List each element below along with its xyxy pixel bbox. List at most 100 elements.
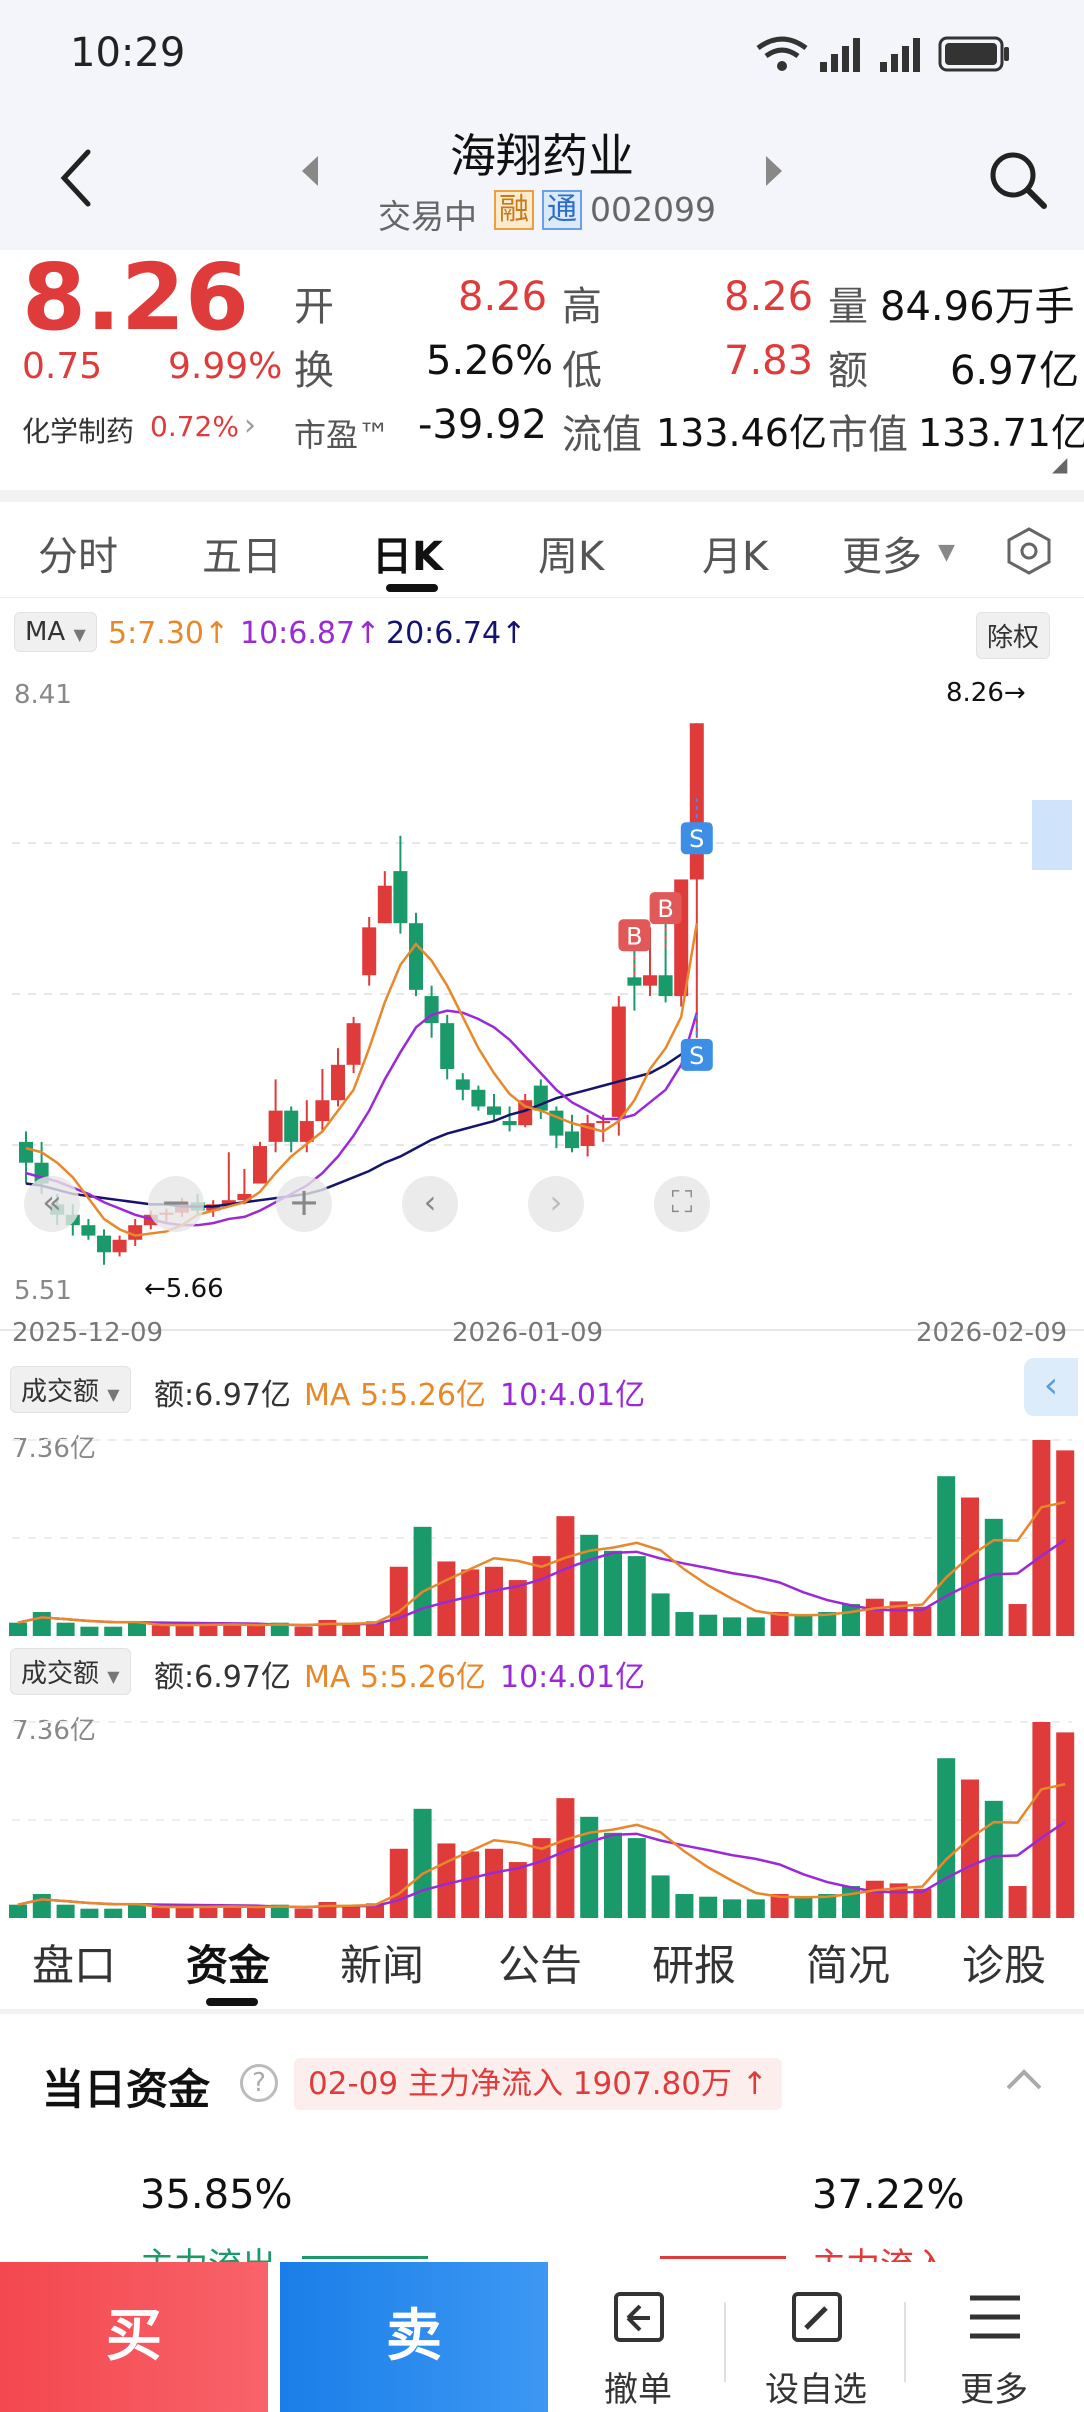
buy-button[interactable]: 买	[0, 2262, 268, 2412]
volume-bar	[937, 1476, 956, 1636]
volume-bar	[699, 1614, 718, 1636]
volume-bar	[913, 1888, 932, 1918]
candle-body	[549, 1110, 564, 1136]
volume-bar	[627, 1556, 646, 1636]
add-watchlist-button[interactable]: 设自选	[726, 2262, 906, 2412]
scroll-right-icon[interactable]: ›	[528, 1176, 584, 1232]
volume-bar	[128, 1622, 146, 1636]
candle-body	[299, 1121, 314, 1142]
volume-bar	[984, 1800, 1003, 1918]
volume-bar	[223, 1625, 242, 1636]
price-change-pct: 9.99%	[168, 346, 283, 387]
volume-bar	[461, 1851, 480, 1918]
signal-badge	[680, 1038, 713, 1071]
quote-panel: 8.26 0.75 9.99% 化学制药 0.72% › 开 8.26 高 8.…	[0, 244, 1084, 490]
volume-bar	[151, 1907, 170, 1918]
chevron-right-icon[interactable]: ›	[244, 408, 256, 443]
volume-bar	[128, 1904, 146, 1918]
prev-stock-icon[interactable]	[298, 154, 322, 192]
menu-icon	[970, 2295, 1020, 2339]
volume-chart-2[interactable]	[0, 1702, 1084, 1922]
rewind-icon[interactable]: «	[24, 1176, 80, 1232]
tab-announcements[interactable]: 公告	[498, 1941, 583, 1990]
search-icon[interactable]	[986, 148, 1050, 216]
candle-body	[331, 1064, 345, 1101]
volume-bar	[413, 1526, 432, 1636]
signal-label: B	[626, 922, 642, 950]
caret-down-icon[interactable]: ▼	[938, 540, 955, 565]
volume-selector-2[interactable]: 成交额 ▼	[10, 1648, 131, 1695]
up-arrow-icon: ↑	[741, 2066, 768, 2102]
volume-bar	[1056, 1450, 1075, 1636]
kline-chart[interactable]: BB S S	[0, 670, 1084, 1350]
more-button[interactable]: 更多	[904, 2262, 1084, 2412]
tab-day-k[interactable]: 日K	[372, 534, 443, 580]
volume-bar	[270, 1622, 289, 1636]
volume-bar	[1008, 1886, 1027, 1918]
tab-month-k[interactable]: 月K	[702, 534, 769, 580]
zoom-in-icon[interactable]: +	[276, 1176, 332, 1232]
candle-body	[440, 1023, 455, 1069]
adjust-selector[interactable]: 除权	[976, 612, 1051, 659]
tab-capital[interactable]: 资金	[186, 1941, 271, 1990]
high-label: 高	[562, 284, 602, 330]
tab-news[interactable]: 新闻	[340, 1941, 425, 1990]
zoom-out-icon[interactable]: −	[148, 1176, 204, 1232]
volume-bar	[389, 1848, 408, 1918]
sector-name[interactable]: 化学制药	[22, 415, 135, 448]
volume-bar	[437, 1843, 456, 1918]
tab-more[interactable]: 更多	[842, 534, 922, 580]
candle-body	[565, 1131, 579, 1149]
volume-bar	[342, 1624, 361, 1636]
sell-button[interactable]: 卖	[280, 2262, 548, 2412]
volume-bar	[604, 1832, 622, 1918]
tab-diagnosis[interactable]: 诊股	[962, 1941, 1047, 1990]
tab-week-k[interactable]: 周K	[538, 534, 605, 580]
sector-pct[interactable]: 0.72%	[150, 410, 239, 443]
volume-bar	[818, 1894, 837, 1918]
cancel-order-button[interactable]: 撤单	[548, 2262, 728, 2412]
tab-profile[interactable]: 简况	[806, 1941, 891, 1990]
caret-down-icon: ▼	[107, 1667, 120, 1686]
candle-body	[596, 1121, 611, 1124]
candle-body	[284, 1110, 299, 1142]
volume-selector-1[interactable]: 成交额 ▼	[10, 1366, 131, 1413]
volume-bar	[151, 1625, 170, 1636]
signal-label: S	[689, 825, 704, 853]
float-cap-value: 133.46亿	[656, 411, 827, 455]
price-highlight	[1032, 800, 1072, 870]
tab-five-day[interactable]: 五日	[202, 534, 282, 580]
fullscreen-icon[interactable]: ⛶	[654, 1176, 710, 1232]
candle-body	[377, 885, 392, 924]
ma10-line	[25, 1009, 698, 1227]
candle-body	[81, 1225, 96, 1236]
volume-chart-1[interactable]	[0, 1420, 1084, 1640]
back-icon[interactable]	[56, 148, 96, 212]
scroll-left-icon[interactable]: ‹	[402, 1176, 458, 1232]
candle-body	[455, 1079, 470, 1090]
volume-bar	[723, 1617, 741, 1636]
chevron-up-icon[interactable]	[1004, 2064, 1044, 2098]
collapse-panel-icon[interactable]: ‹	[1024, 1358, 1078, 1416]
volume-bar	[9, 1622, 27, 1636]
candle-body	[611, 1006, 626, 1117]
amount-value: 6.97亿	[950, 348, 1080, 394]
volume-bar	[32, 1612, 51, 1636]
help-icon[interactable]: ?	[240, 2064, 278, 2102]
tab-handicap[interactable]: 盘口	[32, 1941, 117, 1990]
tab-research[interactable]: 研报	[652, 1941, 737, 1990]
volume-ma10-2: 10:4.01亿	[500, 1660, 646, 1695]
expand-corner-icon[interactable]: ◢	[1052, 452, 1068, 476]
signal-icon	[818, 34, 866, 78]
next-stock-icon[interactable]	[762, 154, 786, 192]
ma-selector[interactable]: MA ▼	[14, 612, 97, 652]
volume-ma5-2: MA 5:5.26亿	[304, 1660, 486, 1695]
volume-bar	[651, 1593, 670, 1636]
volume-bar	[770, 1894, 789, 1918]
tab-minute[interactable]: 分时	[38, 534, 118, 580]
trade-status: 交易中	[378, 197, 477, 236]
stock-name: 海翔药业	[450, 129, 634, 183]
volume-bar	[104, 1626, 123, 1636]
settings-hex-icon[interactable]	[1004, 526, 1054, 580]
status-bar: 10:29	[0, 0, 1084, 110]
